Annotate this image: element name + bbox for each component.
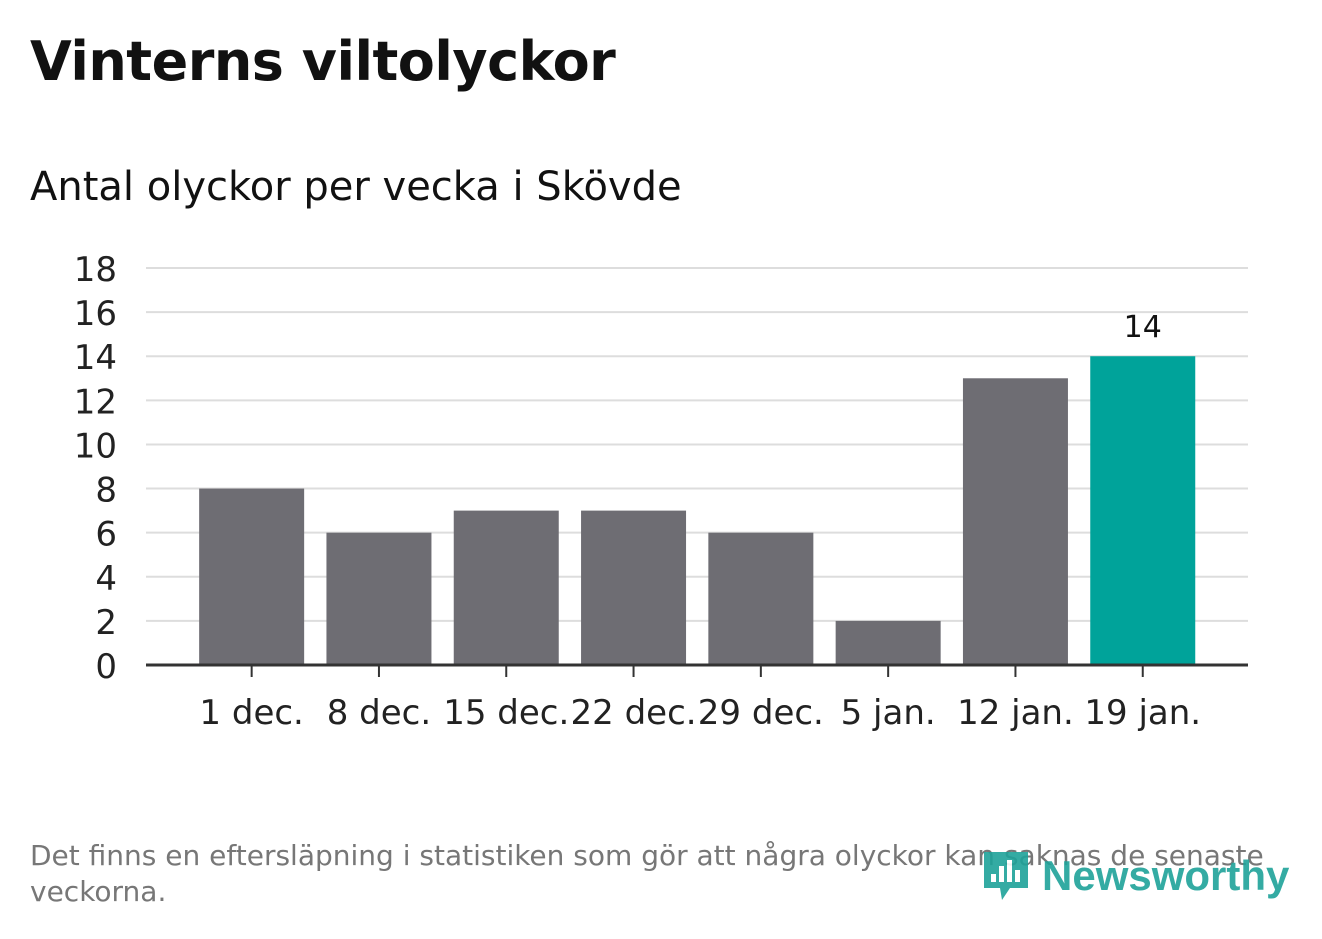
chart-title: Vinterns viltolyckor (30, 30, 616, 93)
y-tick-label: 14 (74, 338, 117, 378)
newsworthy-logo: Newsworthy (980, 848, 1289, 904)
bar (835, 620, 941, 665)
y-tick-label: 16 (74, 294, 117, 334)
bar (962, 378, 1068, 665)
logo-text: Newsworthy (1042, 852, 1290, 899)
x-tick-label: 29 dec. (698, 693, 824, 733)
y-tick-label: 2 (95, 603, 117, 643)
x-tick-label: 12 jan. (957, 693, 1074, 733)
x-tick-label: 22 dec. (571, 693, 697, 733)
chart-subtitle: Antal olyckor per vecka i Skövde (30, 164, 682, 210)
y-tick-label: 6 (95, 515, 117, 555)
bar (453, 510, 559, 665)
bar (1090, 356, 1196, 665)
bar (581, 510, 687, 665)
y-tick-label: 4 (95, 559, 117, 599)
bar (326, 532, 432, 665)
y-tick-label: 10 (74, 426, 117, 466)
x-tick-label: 5 jan. (841, 693, 936, 733)
x-tick-label: 19 jan. (1084, 693, 1201, 733)
y-tick-label: 0 (95, 647, 117, 687)
x-tick-label: 1 dec. (199, 693, 303, 733)
newsworthy-logo-icon (984, 852, 1028, 900)
data-label: 14 (1124, 310, 1162, 345)
bar (708, 532, 814, 665)
y-tick-label: 12 (74, 382, 117, 422)
bar (199, 488, 305, 665)
y-tick-label: 18 (74, 250, 117, 290)
x-tick-label: 15 dec. (443, 693, 569, 733)
x-tick-label: 8 dec. (327, 693, 431, 733)
footnote: Det finns en eftersläpning i statistiken… (30, 839, 1264, 908)
y-tick-label: 8 (95, 471, 117, 511)
